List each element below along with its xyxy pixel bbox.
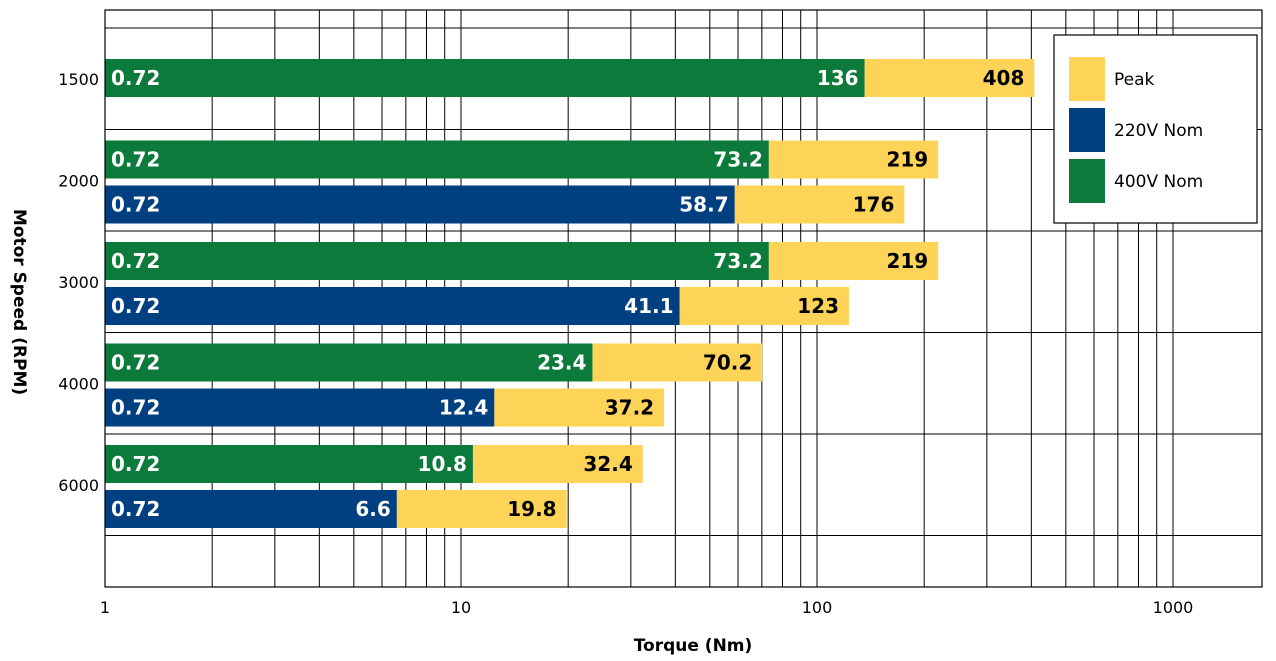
legend-label: Peak	[1114, 70, 1155, 90]
y-category-label: 2000	[58, 172, 99, 191]
legend-swatch	[1069, 159, 1105, 203]
nominal-torque-label: 136	[817, 66, 859, 90]
legend-label: 220V Nom	[1114, 121, 1203, 141]
nominal-torque-label: 41.1	[624, 294, 673, 318]
nominal-bar	[105, 186, 735, 224]
nominal-bar	[105, 141, 769, 179]
min-torque-label: 0.72	[111, 249, 160, 273]
min-torque-label: 0.72	[111, 294, 160, 318]
min-torque-label: 0.72	[111, 452, 160, 476]
x-axis-title: Torque (Nm)	[634, 636, 753, 656]
y-category-label: 1500	[58, 70, 99, 89]
min-torque-label: 0.72	[111, 351, 160, 375]
y-category-labels: 1500 2000 3000 4000 6000	[58, 70, 99, 495]
peak-torque-label: 219	[886, 249, 928, 273]
legend: Peak 220V Nom 400V Nom	[1054, 35, 1257, 223]
legend-label: 400V Nom	[1114, 172, 1203, 192]
x-tick-label: 10	[451, 598, 471, 617]
peak-torque-label: 408	[983, 66, 1025, 90]
y-category-label: 6000	[58, 476, 99, 495]
y-category-label: 4000	[58, 375, 99, 394]
nominal-torque-label: 10.8	[418, 452, 467, 476]
nominal-bar	[105, 344, 592, 382]
x-tick-label: 100	[802, 598, 833, 617]
nominal-torque-label: 6.6	[355, 497, 390, 521]
nominal-torque-label: 73.2	[713, 148, 762, 172]
peak-torque-label: 123	[797, 294, 839, 318]
nominal-bar	[105, 242, 769, 280]
nominal-bar	[105, 59, 865, 97]
peak-torque-label: 32.4	[583, 452, 632, 476]
nominal-torque-label: 73.2	[713, 249, 762, 273]
nominal-torque-label: 12.4	[439, 396, 488, 420]
min-torque-label: 0.72	[111, 193, 160, 217]
min-torque-label: 0.72	[111, 148, 160, 172]
y-category-label: 3000	[58, 273, 99, 292]
x-tick-label: 1000	[1153, 598, 1194, 617]
legend-swatch	[1069, 57, 1105, 101]
x-tick-labels: 1 10 100 1000	[100, 598, 1193, 617]
peak-torque-label: 176	[853, 193, 895, 217]
peak-torque-label: 37.2	[605, 396, 654, 420]
peak-torque-label: 19.8	[507, 497, 556, 521]
y-axis-title: Motor Speed (RPM)	[9, 209, 29, 395]
min-torque-label: 0.72	[111, 396, 160, 420]
peak-torque-label: 219	[886, 148, 928, 172]
x-tick-label: 1	[100, 598, 110, 617]
legend-swatch	[1069, 108, 1105, 152]
nominal-bar	[105, 287, 680, 325]
min-torque-label: 0.72	[111, 497, 160, 521]
min-torque-label: 0.72	[111, 66, 160, 90]
nominal-bar	[105, 389, 494, 427]
nominal-torque-label: 58.7	[679, 193, 728, 217]
nominal-torque-label: 23.4	[537, 351, 586, 375]
peak-torque-label: 70.2	[703, 351, 752, 375]
